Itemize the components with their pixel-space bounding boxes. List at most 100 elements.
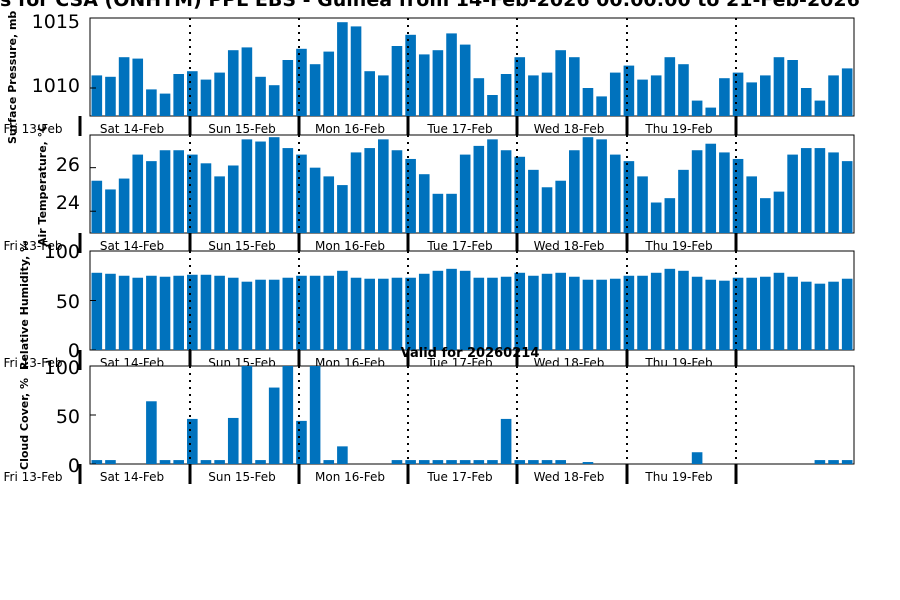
- temperature-bars: [91, 137, 853, 233]
- pressure-ytick-1015: 1015: [32, 11, 80, 33]
- pressure-day-label-0: Fri 13-Feb: [4, 122, 63, 136]
- cloud-bar-32: [528, 460, 539, 464]
- pressure-bar-20: [364, 71, 375, 116]
- pressure-day-separators: [78, 17, 738, 136]
- pressure-bar-46: [719, 78, 730, 116]
- cloud-ytick-0: 0: [68, 455, 80, 477]
- cloud-y-label: Cloud Cover, %: [18, 378, 31, 470]
- temperature-bar-46: [719, 152, 730, 233]
- pressure-bar-11: [241, 47, 253, 116]
- temperature-bar-7: [187, 154, 198, 233]
- temperature-bar-29: [487, 139, 498, 233]
- humidity-bar-31: [514, 272, 526, 350]
- cloud-bar-28: [473, 460, 485, 464]
- pressure-bar-5: [159, 93, 171, 116]
- humidity-bar-42: [664, 268, 676, 350]
- temperature-day-label-2: Sun 15-Feb: [208, 239, 276, 253]
- pressure-bar-47: [732, 72, 744, 116]
- humidity-bars: [91, 268, 853, 350]
- humidity-bar-44: [691, 276, 703, 350]
- pressure-bar-41: [650, 75, 662, 116]
- pressure-day-label-3: Mon 16-Feb: [315, 122, 385, 136]
- temperature-bar-35: [569, 150, 580, 233]
- humidity-bar-6: [173, 275, 184, 350]
- temperature-y-label: Air Temperature, °C: [36, 124, 49, 246]
- temperature-bar-24: [418, 174, 430, 233]
- cloud-bar-23: [405, 460, 416, 464]
- temperature-bar-40: [637, 176, 648, 233]
- temperature-bar-15: [296, 154, 307, 233]
- humidity-bar-48: [746, 277, 757, 350]
- cloud-day-label-6: Thu 19-Feb: [644, 470, 712, 484]
- cloud-bar-15: [296, 420, 307, 464]
- cloud-day-label-2: Sun 15-Feb: [208, 470, 276, 484]
- temperature-bar-49: [760, 198, 771, 233]
- humidity-bar-24: [418, 273, 430, 350]
- pressure-bar-48: [746, 82, 757, 116]
- humidity-bar-38: [609, 278, 621, 350]
- temperature-bar-0: [91, 180, 103, 233]
- pressure-bar-40: [637, 79, 648, 116]
- figure-title: s for CSA (ONHTM) PPL EBS - Guinea from …: [0, 0, 860, 11]
- humidity-bar-15: [296, 275, 307, 350]
- temperature-bar-20: [364, 148, 375, 233]
- temperature-bar-33: [541, 187, 553, 233]
- temperature-bar-42: [664, 198, 676, 233]
- pressure-bar-15: [296, 48, 307, 116]
- humidity-bar-8: [200, 274, 212, 350]
- humidity-bar-53: [814, 283, 826, 350]
- humidity-bar-29: [487, 277, 498, 350]
- humidity-bar-1: [105, 273, 116, 350]
- humidity-y-ticks: 100 50 0: [44, 241, 80, 362]
- pressure-bars: [91, 22, 853, 117]
- temperature-bar-5: [159, 150, 171, 233]
- temperature-bar-26: [446, 193, 457, 233]
- pressure-bar-2: [118, 57, 130, 116]
- temperature-bar-11: [241, 139, 253, 233]
- humidity-bar-2: [118, 275, 130, 350]
- temperature-bar-9: [214, 176, 225, 233]
- cloud-bar-11: [241, 366, 253, 464]
- temperature-bar-38: [609, 154, 621, 233]
- cloud-bar-10: [227, 417, 239, 464]
- pressure-bar-50: [773, 57, 785, 116]
- temperature-bar-36: [582, 137, 594, 233]
- cloud-day-separators: [78, 365, 738, 484]
- cloud-bar-16: [309, 366, 321, 464]
- cloud-day-label-3: Mon 16-Feb: [315, 470, 385, 484]
- temperature-bar-25: [432, 193, 444, 233]
- pressure-bar-33: [541, 72, 553, 116]
- humidity-bar-55: [841, 278, 853, 350]
- temperature-bar-19: [350, 152, 362, 233]
- temperature-panel: 26 24 Air Temperature, °C Fri 13-Feb Sat …: [4, 124, 855, 253]
- pressure-bar-26: [446, 33, 457, 116]
- cloud-day-label-0: Fri 13-Feb: [4, 470, 63, 484]
- humidity-bar-45: [705, 279, 717, 350]
- humidity-bar-21: [378, 278, 389, 350]
- pressure-bar-45: [705, 107, 717, 116]
- pressure-day-label-4: Tue 17-Feb: [426, 122, 492, 136]
- cloud-bars: [91, 366, 853, 464]
- humidity-bar-46: [719, 280, 730, 350]
- humidity-bar-11: [241, 281, 253, 350]
- pressure-bar-27: [459, 44, 471, 116]
- pressure-bar-12: [255, 76, 266, 116]
- pressure-bar-0: [91, 75, 103, 116]
- humidity-bar-33: [541, 273, 553, 350]
- humidity-bar-20: [364, 278, 375, 350]
- temperature-day-label-6: Thu 19-Feb: [644, 239, 712, 253]
- temperature-bar-39: [623, 161, 635, 233]
- humidity-bar-23: [405, 277, 416, 350]
- cloud-ytick-100: 100: [44, 357, 80, 379]
- humidity-ytick-50: 50: [56, 291, 80, 313]
- cloud-bar-22: [391, 460, 403, 464]
- cloud-bar-12: [255, 460, 266, 464]
- temperature-bar-3: [132, 154, 144, 233]
- cloud-bar-13: [268, 387, 280, 464]
- humidity-bar-30: [500, 276, 512, 350]
- humidity-bar-40: [637, 275, 648, 350]
- humidity-bar-17: [323, 275, 335, 350]
- humidity-day-separators: [78, 250, 738, 370]
- humidity-bar-27: [459, 270, 471, 350]
